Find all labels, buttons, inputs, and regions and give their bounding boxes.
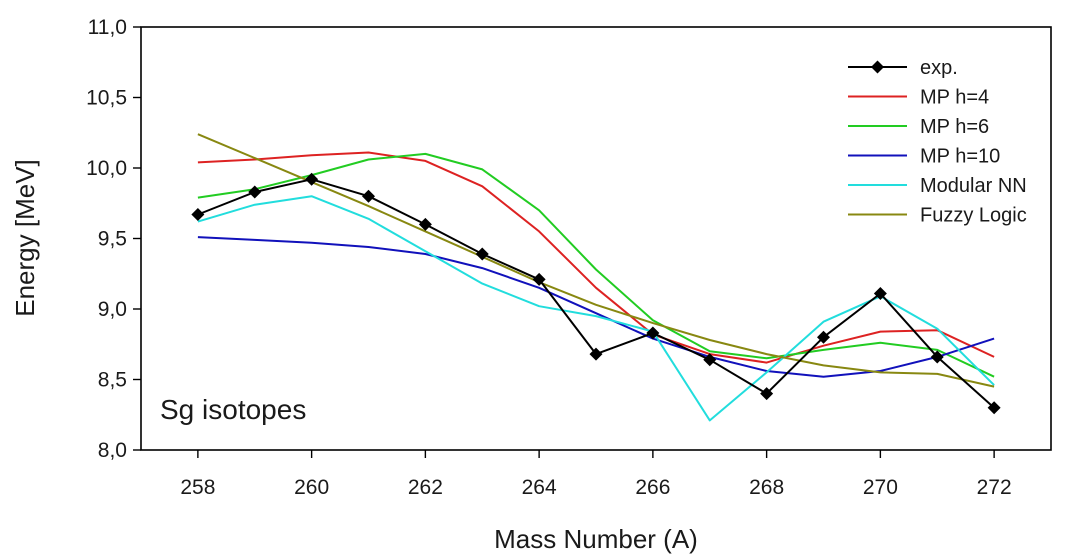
legend-item-mp-h-10: MP h=10 bbox=[848, 146, 1000, 168]
x-tick-label: 266 bbox=[635, 476, 670, 499]
y-tick-label: 10,0 bbox=[86, 157, 127, 180]
legend-item-mp-h-6: MP h=6 bbox=[848, 116, 989, 138]
series-line-fuzzy-logic bbox=[197, 133, 995, 388]
y-tick-label: 11,0 bbox=[88, 16, 127, 39]
data-point bbox=[532, 272, 546, 286]
data-point bbox=[817, 330, 830, 344]
chart-annotation: Sg isotopes bbox=[160, 394, 306, 425]
y-tick-label: 10,5 bbox=[86, 87, 127, 110]
y-tick-label: 8,0 bbox=[98, 439, 127, 462]
data-point bbox=[362, 189, 375, 203]
data-point bbox=[589, 347, 603, 361]
series-line-mp-h-6 bbox=[197, 152, 995, 378]
data-point bbox=[191, 208, 205, 222]
x-tick-label: 260 bbox=[294, 476, 329, 499]
legend-label: MP h=4 bbox=[920, 87, 989, 109]
legend-label: MP h=10 bbox=[920, 146, 1000, 168]
data-point bbox=[305, 172, 319, 186]
legend-marker bbox=[871, 60, 884, 74]
series-mp-h-4 bbox=[197, 151, 995, 364]
legend-label: exp. bbox=[920, 57, 958, 79]
data-point bbox=[987, 401, 1001, 415]
y-axis-label: Energy [MeV] bbox=[10, 159, 40, 317]
series-line-modular-nn bbox=[197, 195, 995, 422]
data-point bbox=[703, 353, 717, 367]
legend-label: Fuzzy Logic bbox=[920, 205, 1027, 227]
y-tick-label: 9,0 bbox=[98, 298, 127, 321]
legend-item-mp-h-4: MP h=4 bbox=[848, 87, 989, 109]
legend-item-fuzzy-logic: Fuzzy Logic bbox=[848, 205, 1027, 227]
x-tick-label: 258 bbox=[180, 476, 215, 499]
data-point bbox=[930, 350, 944, 364]
x-tick-label: 270 bbox=[863, 476, 898, 499]
data-point bbox=[646, 326, 660, 340]
x-axis-label: Mass Number (A) bbox=[494, 524, 698, 554]
series-line-mp-h-10 bbox=[197, 236, 995, 378]
legend-label: MP h=6 bbox=[920, 116, 989, 138]
y-tick-label: 9,5 bbox=[98, 228, 127, 251]
legend-item-exp: exp. bbox=[848, 57, 958, 79]
x-tick-label: 264 bbox=[522, 476, 557, 499]
legend: exp. MP h=4 MP h=6 MP h=10 Modular NN Fuzzy L… bbox=[848, 57, 1027, 227]
legend-item-modular-nn: Modular NN bbox=[848, 175, 1027, 197]
series-layer bbox=[191, 133, 1001, 422]
series-mp-h-10 bbox=[197, 236, 995, 378]
series-fuzzy-logic bbox=[197, 133, 995, 388]
series-exp bbox=[191, 172, 1001, 415]
axes: 258 260 262 264 266 268 270 272 8,0 8,5 9,0 9,5 10,0… bbox=[86, 16, 1012, 499]
data-point bbox=[248, 185, 262, 199]
x-tick-label: 262 bbox=[408, 476, 443, 499]
data-point bbox=[760, 387, 774, 401]
plot-frame bbox=[140, 26, 1052, 451]
series-modular-nn bbox=[197, 195, 995, 422]
x-tick-label: 268 bbox=[749, 476, 784, 499]
legend-label: Modular NN bbox=[920, 175, 1027, 197]
series-line-mp-h-4 bbox=[197, 151, 995, 364]
data-point bbox=[475, 247, 489, 261]
series-mp-h-6 bbox=[197, 152, 995, 378]
data-point bbox=[873, 286, 887, 300]
x-tick-label: 272 bbox=[977, 476, 1012, 499]
y-tick-label: 8,5 bbox=[98, 369, 127, 392]
data-point bbox=[418, 217, 432, 231]
